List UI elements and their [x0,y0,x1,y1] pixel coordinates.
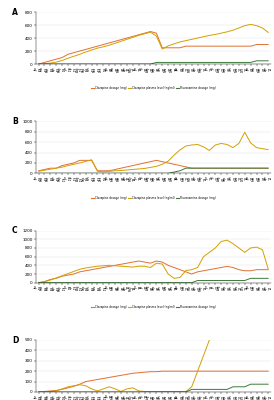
Legend: Clozapine dosage (mg), Clozapine plasma level (ng/ml), Fluvoxamine dosage (mg): Clozapine dosage (mg), Clozapine plasma … [90,85,217,92]
Legend: Clozapine dosage (mg), Clozapine plasma level (ng/ml), Fluvoxamine dosage (mg): Clozapine dosage (mg), Clozapine plasma … [90,304,217,310]
Text: D: D [12,336,18,345]
Text: A: A [12,8,18,17]
Text: C: C [12,226,18,236]
Legend: Clozapine dosage (mg), Clozapine plasma level (ng/ml), Fluvoxamine dosage (mg): Clozapine dosage (mg), Clozapine plasma … [90,194,217,201]
Text: B: B [12,117,18,126]
